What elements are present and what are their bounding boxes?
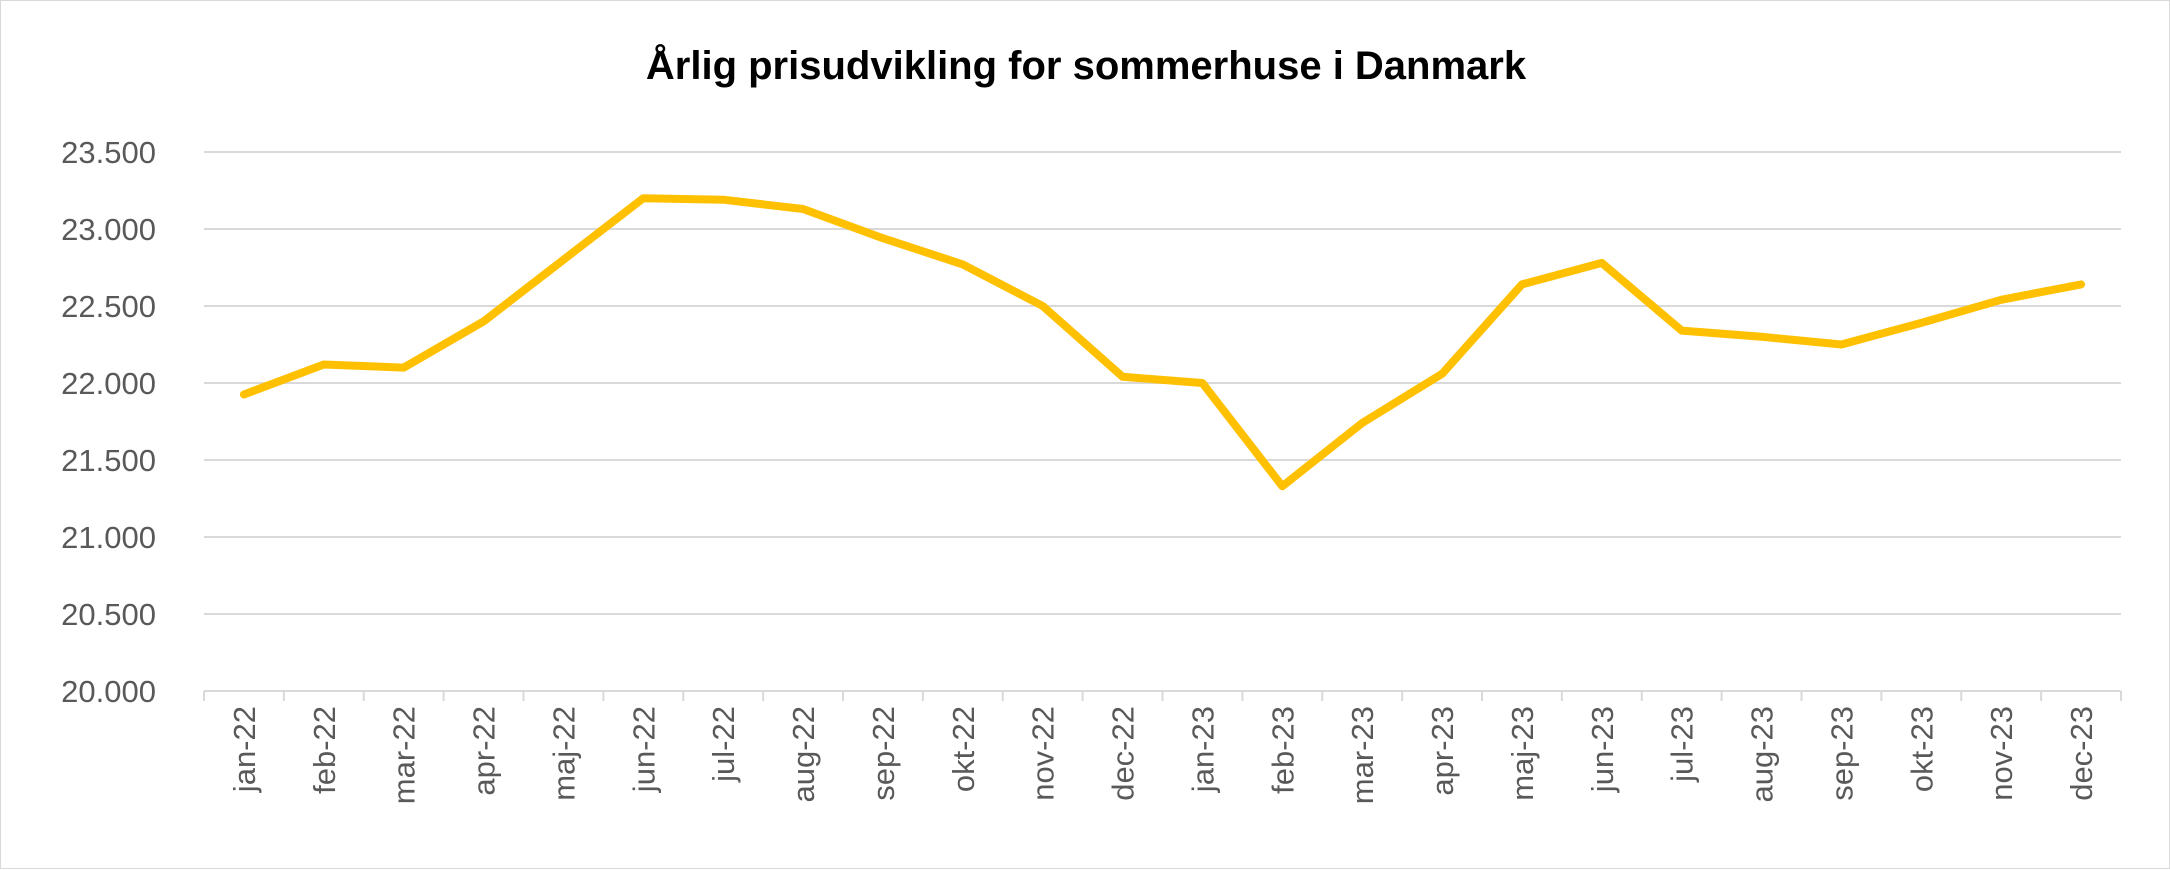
x-tick-label: nov-22	[1026, 706, 1061, 801]
x-tick-label: nov-23	[1984, 706, 2019, 801]
x-tick-label: apr-23	[1425, 706, 1460, 796]
x-tick-label: okt-23	[1904, 706, 1939, 792]
x-tick-label: feb-23	[1265, 706, 1300, 794]
y-tick-label: 23.500	[61, 135, 156, 170]
y-tick-label: 22.500	[61, 289, 156, 324]
x-tick-label: dec-22	[1106, 706, 1141, 801]
x-tick-label: apr-22	[467, 706, 502, 796]
x-tick-label: jan-23	[1185, 706, 1220, 793]
x-tick-label: feb-22	[307, 706, 342, 794]
y-tick-label: 20.000	[61, 674, 156, 709]
x-tick-label: jul-23	[1665, 706, 1700, 783]
x-tick-label: mar-23	[1345, 706, 1380, 804]
y-tick-label: 21.500	[61, 443, 156, 478]
x-tick-label: okt-22	[946, 706, 981, 792]
x-axis: jan-22 feb-22 mar-22 apr-22 maj-22 jun-22 jul-…	[203, 690, 2122, 804]
gridlines	[204, 151, 2121, 615]
x-tick-label: mar-22	[387, 706, 422, 804]
y-tick-label: 21.000	[61, 520, 156, 555]
chart-title: Årlig prisudvikling for sommerhuse i Dan…	[646, 43, 1527, 88]
y-tick-label: 20.500	[61, 597, 156, 632]
x-tick-label: jul-22	[706, 706, 741, 783]
x-tick-label: dec-23	[2064, 706, 2099, 801]
x-tick-label: maj-22	[546, 706, 581, 801]
y-tick-label: 22.000	[61, 366, 156, 401]
x-tick-label: jan-22	[227, 706, 262, 793]
series-line	[239, 194, 2086, 491]
y-tick-label: 23.000	[61, 212, 156, 247]
x-tick-label: aug-23	[1745, 706, 1780, 803]
y-axis-ticks: 20.000 20.500 21.000 21.500 22.000 22.500 23.0…	[61, 135, 156, 709]
x-tick-label: jun-23	[1585, 706, 1620, 793]
x-tick-label: jun-22	[626, 706, 661, 793]
x-tick-label: sep-22	[866, 706, 901, 801]
x-tick-label: aug-22	[786, 706, 821, 803]
x-tick-label: sep-23	[1824, 706, 1859, 801]
x-tick-label: maj-23	[1505, 706, 1540, 801]
series-lines	[239, 194, 2086, 491]
